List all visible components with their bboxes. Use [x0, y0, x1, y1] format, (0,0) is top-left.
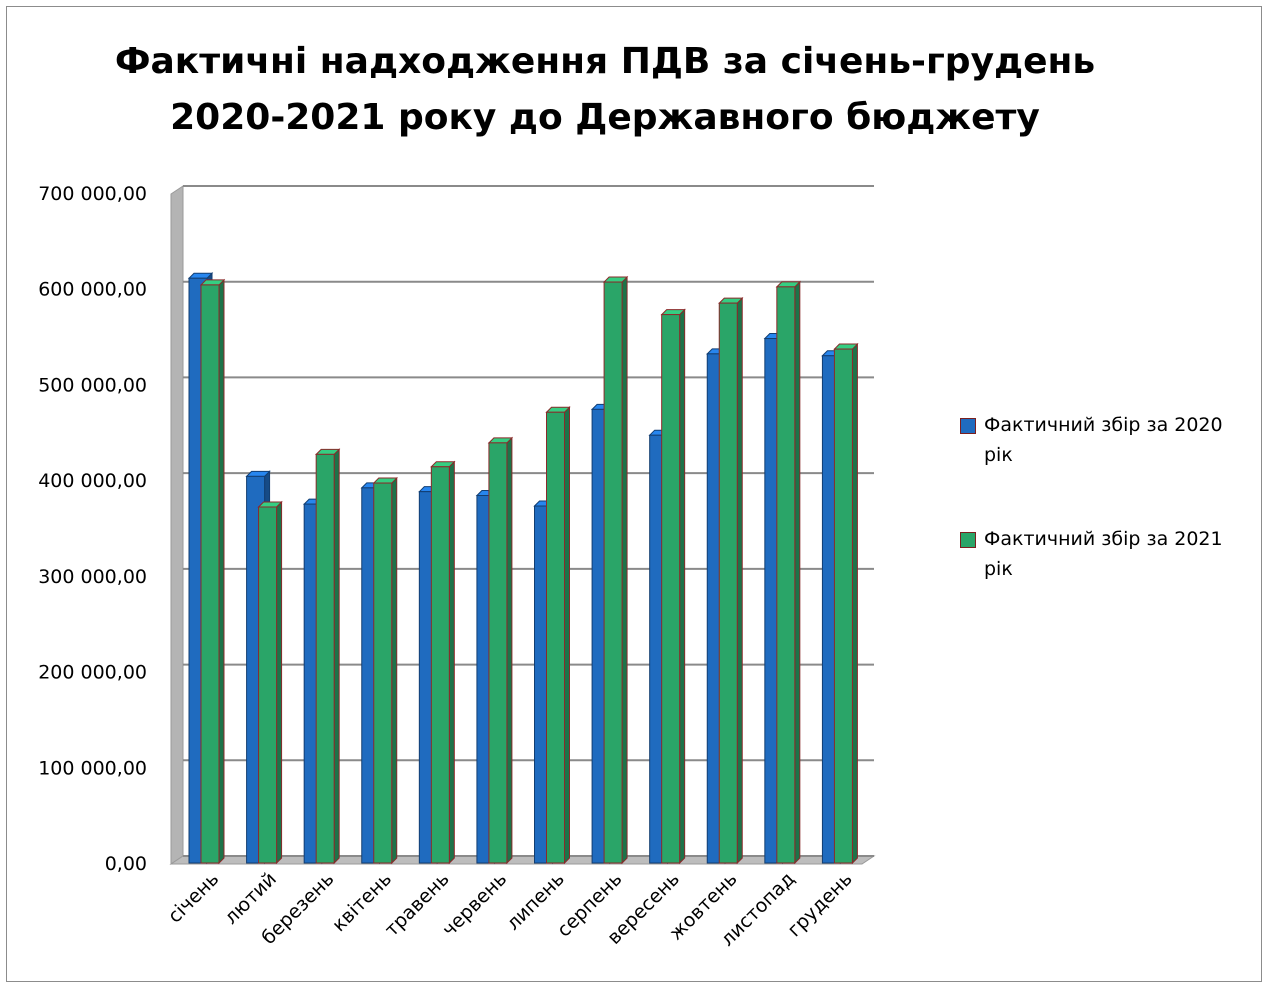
bar-front — [373, 482, 393, 864]
bar-side — [448, 460, 455, 865]
bar-front — [315, 453, 335, 864]
legend-entry-2020: Фактичний збір за 2020 рік — [956, 410, 1256, 470]
gridlines — [183, 185, 874, 857]
bar-2021-червень — [487, 436, 514, 865]
y-tick-label: 200 000,00 — [38, 662, 147, 684]
bar-2021-серпень — [602, 275, 629, 865]
bar-side — [679, 308, 686, 865]
bar-front — [718, 302, 738, 864]
bar-side — [506, 436, 513, 865]
bar-front — [200, 284, 220, 864]
bar-2021-вересень — [660, 308, 686, 865]
bar-side — [736, 296, 743, 865]
y-tick-label: 0,00 — [105, 853, 147, 875]
x-axis-tick-labels: січеньлютийберезеньквітеньтравеньчервень… — [164, 868, 857, 951]
bar-side — [391, 476, 398, 865]
y-tick-label: 100 000,00 — [38, 757, 147, 779]
bar-side — [621, 275, 628, 865]
bar-side — [276, 500, 283, 865]
bar-2021-липень — [545, 406, 571, 865]
bars — [187, 272, 859, 865]
bar-2021-грудень — [833, 342, 859, 865]
bar-front — [430, 466, 450, 864]
x-tick-label: січень — [164, 868, 224, 928]
y-tick-label: 600 000,00 — [38, 279, 147, 301]
bar-2021-лютий — [257, 500, 283, 865]
y-tick-label: 700 000,00 — [38, 183, 147, 205]
bar-side — [851, 342, 858, 865]
bar-2021-січень — [199, 278, 226, 865]
bar-front — [258, 506, 278, 864]
y-tick-label: 500 000,00 — [38, 374, 147, 396]
bar-side — [564, 406, 570, 865]
legend: Фактичний збір за 2020 рік Фактичний збі… — [956, 410, 1256, 638]
bar-2021-жовтень — [718, 296, 744, 865]
legend-label-2020: Фактичний збір за 2020 рік — [984, 414, 1223, 466]
legend-swatch-2020 — [960, 418, 976, 434]
legend-swatch-2021 — [960, 532, 976, 548]
bar-2021-квітень — [372, 476, 398, 865]
chart-title: Фактичні надходження ПДВ за січень-груде… — [114, 41, 1096, 138]
y-tick-label: 300 000,00 — [38, 566, 147, 588]
bar-side — [794, 280, 801, 865]
bar-2021-березень — [314, 448, 341, 865]
bar-2021-травень — [430, 460, 456, 865]
bar-side — [218, 278, 225, 865]
bar-front — [546, 411, 565, 864]
bar-2021-листопад — [775, 280, 802, 865]
bar-front — [661, 314, 681, 864]
bar-front — [603, 281, 623, 864]
y-axis-tick-labels: 0,00 100 000,00 200 000,00 300 000,00 400 00… — [38, 183, 147, 875]
legend-label-2021: Фактичний збір за 2021 рік — [984, 528, 1223, 580]
bar-front — [776, 286, 796, 864]
legend-entry-2021: Фактичний збір за 2021 рік — [956, 524, 1256, 584]
side-wall — [170, 185, 184, 865]
bar-front — [488, 442, 508, 864]
bar-side — [333, 448, 340, 865]
bar-front — [833, 348, 853, 864]
y-tick-label: 400 000,00 — [38, 470, 147, 492]
